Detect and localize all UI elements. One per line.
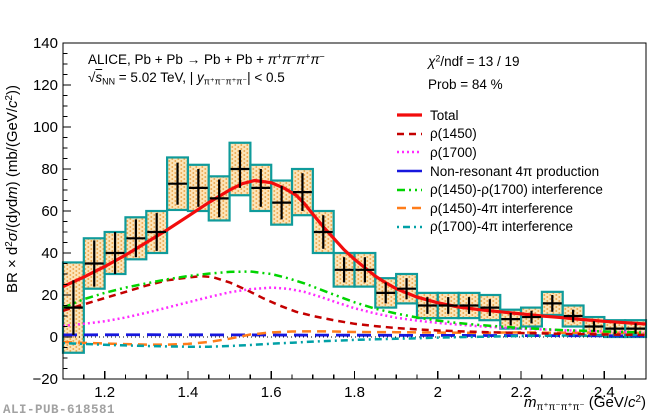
- y-tick-label: 100: [32, 118, 58, 136]
- y-tick-label: 0: [49, 328, 58, 346]
- legend-line-sample: [397, 151, 422, 154]
- y-tick-label: −20: [32, 370, 58, 388]
- legend-line-sample: [397, 113, 422, 117]
- curve-4: [62, 270, 647, 334]
- curve-0: [62, 178, 647, 326]
- legend-line-sample: [397, 206, 422, 210]
- legend-item-4: ρ(1450)-ρ(1700) interference: [396, 180, 603, 199]
- legend-label: ρ(1700)-4π interference: [430, 219, 574, 235]
- chi2-ndf-text: χ2/ndf = 13 / 19: [428, 53, 520, 69]
- legend-label: Total: [430, 107, 459, 123]
- curve-2: [62, 286, 647, 334]
- legend-line-sample: [397, 225, 422, 229]
- legend-item-1: ρ(1450): [396, 125, 603, 144]
- x-axis-title: mπ⁺π⁻π⁺π⁻ (GeV/c2): [524, 394, 646, 413]
- legend-item-2: ρ(1700): [396, 143, 603, 162]
- legend: Total ρ(1450) ρ(1700) Non-resonant 4π produ…: [396, 106, 603, 236]
- legend-line-sample: [397, 169, 422, 173]
- curve-6: [62, 333, 647, 348]
- legend-item-0: Total: [396, 106, 603, 125]
- x-tick-label: 1.6: [260, 384, 282, 401]
- legend-label: Non-resonant 4π production: [430, 163, 600, 179]
- x-tick-label: 1.2: [94, 384, 116, 401]
- y-tick-label: 40: [41, 244, 58, 262]
- legend-label: ρ(1450)-ρ(1700) interference: [430, 182, 603, 198]
- energy-rapidity-annotation: √sNN = 5.02 TeV, | yπ⁺π⁻π⁺π⁻| < 0.5: [88, 70, 285, 87]
- x-tick-label: 2.4: [593, 384, 615, 401]
- y-axis-title: BR × d2σ/(dydm) (mb/(GeV/c2)): [4, 84, 21, 294]
- prob-text: Prob = 84 %: [428, 77, 503, 92]
- alice-reaction-annotation: ALICE, Pb + Pb → Pb + Pb + π+π−π+π−: [88, 51, 325, 67]
- legend-item-3: Non-resonant 4π production: [396, 162, 603, 181]
- y-tick-label: 140: [32, 34, 58, 52]
- x-tick-label: 1.8: [344, 384, 365, 401]
- legend-item-5: ρ(1450)-4π interference: [396, 199, 603, 218]
- legend-line-sample: [397, 188, 422, 191]
- x-tick-label: 2: [433, 384, 442, 401]
- y-tick-label: 20: [41, 286, 58, 304]
- y-tick-label: 80: [41, 160, 58, 178]
- legend-line-sample: [397, 132, 422, 136]
- curve-1: [62, 274, 647, 337]
- legend-label: ρ(1700): [430, 144, 477, 160]
- legend-label: ρ(1450)-4π interference: [430, 200, 574, 216]
- y-tick-label: 60: [41, 202, 58, 220]
- y-tick-label: 120: [32, 76, 58, 94]
- legend-label: ρ(1450): [430, 126, 477, 142]
- x-tick-label: 2.2: [510, 384, 532, 401]
- legend-item-6: ρ(1700)-4π interference: [396, 218, 603, 237]
- watermark: ALI-PUB-618581: [3, 403, 116, 417]
- x-tick-label: 1.4: [177, 384, 199, 401]
